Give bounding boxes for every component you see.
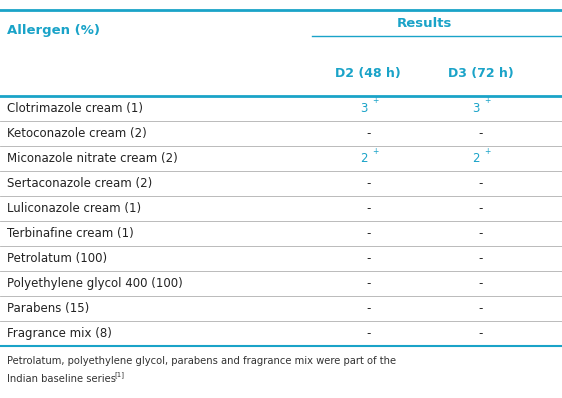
Text: Sertaconazole cream (2): Sertaconazole cream (2) bbox=[7, 177, 152, 190]
Text: Petrolatum (100): Petrolatum (100) bbox=[7, 252, 107, 265]
Text: 3: 3 bbox=[472, 101, 480, 115]
Text: +: + bbox=[484, 96, 491, 105]
Text: -: - bbox=[366, 127, 370, 140]
Text: Parabens (15): Parabens (15) bbox=[7, 302, 89, 315]
Text: -: - bbox=[366, 202, 370, 215]
Text: -: - bbox=[478, 227, 483, 240]
Text: Miconazole nitrate cream (2): Miconazole nitrate cream (2) bbox=[7, 152, 178, 165]
Text: -: - bbox=[478, 302, 483, 315]
Text: 2: 2 bbox=[472, 152, 480, 165]
Text: Results: Results bbox=[397, 17, 452, 30]
Text: +: + bbox=[372, 96, 379, 105]
Text: -: - bbox=[366, 177, 370, 190]
Text: [1]: [1] bbox=[115, 371, 125, 378]
Text: +: + bbox=[484, 146, 491, 156]
Text: Indian baseline series: Indian baseline series bbox=[7, 374, 116, 384]
Text: 2: 2 bbox=[360, 152, 368, 165]
Text: -: - bbox=[478, 177, 483, 190]
Text: Terbinafine cream (1): Terbinafine cream (1) bbox=[7, 227, 134, 240]
Text: Clotrimazole cream (1): Clotrimazole cream (1) bbox=[7, 101, 143, 115]
Text: Allergen (%): Allergen (%) bbox=[7, 24, 99, 37]
Text: -: - bbox=[366, 277, 370, 290]
Text: D3 (72 h): D3 (72 h) bbox=[448, 67, 513, 80]
Text: -: - bbox=[478, 127, 483, 140]
Text: -: - bbox=[478, 277, 483, 290]
Text: -: - bbox=[366, 327, 370, 340]
Text: -: - bbox=[478, 202, 483, 215]
Text: Petrolatum, polyethylene glycol, parabens and fragrance mix were part of the: Petrolatum, polyethylene glycol, paraben… bbox=[7, 356, 396, 366]
Text: D2 (48 h): D2 (48 h) bbox=[336, 67, 401, 80]
Text: -: - bbox=[366, 252, 370, 265]
Text: 3: 3 bbox=[360, 101, 368, 115]
Text: -: - bbox=[478, 252, 483, 265]
Text: -: - bbox=[366, 227, 370, 240]
Text: -: - bbox=[478, 327, 483, 340]
Text: +: + bbox=[372, 146, 379, 156]
Text: Polyethylene glycol 400 (100): Polyethylene glycol 400 (100) bbox=[7, 277, 183, 290]
Text: Fragrance mix (8): Fragrance mix (8) bbox=[7, 327, 112, 340]
Text: Ketoconazole cream (2): Ketoconazole cream (2) bbox=[7, 127, 147, 140]
Text: Luliconazole cream (1): Luliconazole cream (1) bbox=[7, 202, 141, 215]
Text: -: - bbox=[366, 302, 370, 315]
